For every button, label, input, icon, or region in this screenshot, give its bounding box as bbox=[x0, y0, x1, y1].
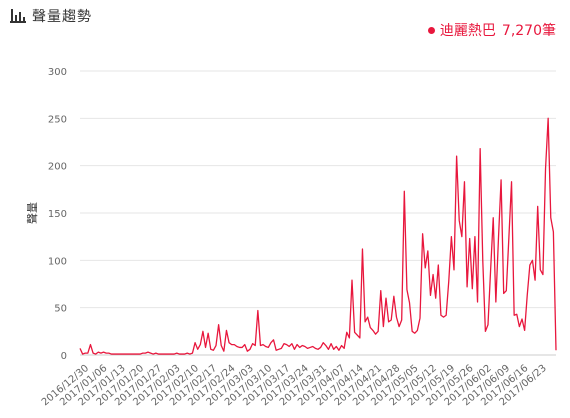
legend-series-count: 7,270筆 bbox=[501, 23, 556, 39]
panel-title: 聲量趨勢 bbox=[32, 9, 92, 25]
legend-marker bbox=[427, 26, 435, 34]
bar-chart-icon bbox=[10, 9, 26, 23]
y-tick-label: 250 bbox=[48, 114, 67, 125]
y-tick-label: 0 bbox=[61, 351, 67, 362]
series-layer bbox=[79, 117, 557, 355]
y-tick-label: 100 bbox=[48, 256, 67, 267]
panel-header: 聲量趨勢 bbox=[10, 2, 92, 30]
series-line[interactable] bbox=[79, 117, 557, 355]
y-tick-label: 300 bbox=[48, 67, 67, 78]
y-tick-label: 200 bbox=[48, 162, 67, 173]
y-axis-title: 聲量 bbox=[25, 202, 39, 224]
chart-legend[interactable]: 迪麗熱巴 7,270筆 bbox=[427, 20, 556, 40]
y-tick-label: 50 bbox=[54, 304, 67, 315]
y-tick-labels: 0 50 100 150 200 250 300 bbox=[48, 67, 67, 362]
legend-series-label: 迪麗熱巴 bbox=[439, 23, 496, 39]
grid-layer bbox=[80, 70, 556, 309]
y-tick-label: 150 bbox=[48, 209, 67, 220]
x-tick-labels: 2016/12/302017/01/062017/01/132017/01/20… bbox=[40, 363, 549, 408]
